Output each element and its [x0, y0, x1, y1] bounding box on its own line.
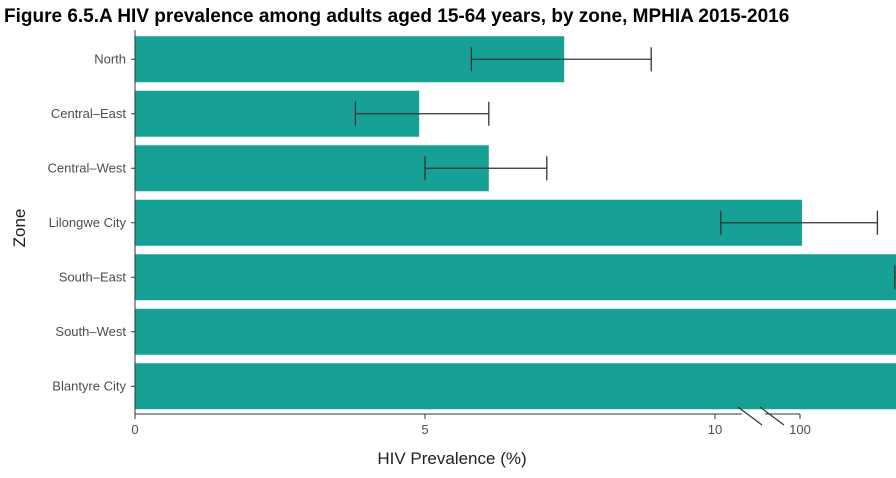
axis-break-mark	[737, 406, 763, 426]
x-axis-title: HIV Prevalence (%)	[377, 449, 526, 468]
x-tick-label: 0	[131, 422, 138, 437]
bar	[135, 254, 896, 301]
y-tick-label: Central–East	[51, 106, 127, 121]
axis-break-mark	[759, 406, 785, 426]
x-tick-label: 5	[421, 422, 428, 437]
y-tick-label: South–East	[59, 269, 127, 284]
y-axis-title: Zone	[10, 209, 29, 248]
chart-title: Figure 6.5.A HIV prevalence among adults…	[4, 6, 790, 27]
y-tick-label: Lilongwe City	[49, 215, 127, 230]
y-tick-label: North	[94, 51, 126, 66]
y-tick-label: Blantyre City	[52, 378, 126, 393]
bar	[135, 199, 802, 246]
bar	[135, 308, 896, 355]
y-tick-label: South–West	[55, 324, 126, 339]
x-tick-label: 100	[789, 422, 811, 437]
x-tick-label: 10	[708, 422, 722, 437]
y-tick-label: Central–West	[47, 160, 126, 175]
bar	[135, 363, 896, 410]
